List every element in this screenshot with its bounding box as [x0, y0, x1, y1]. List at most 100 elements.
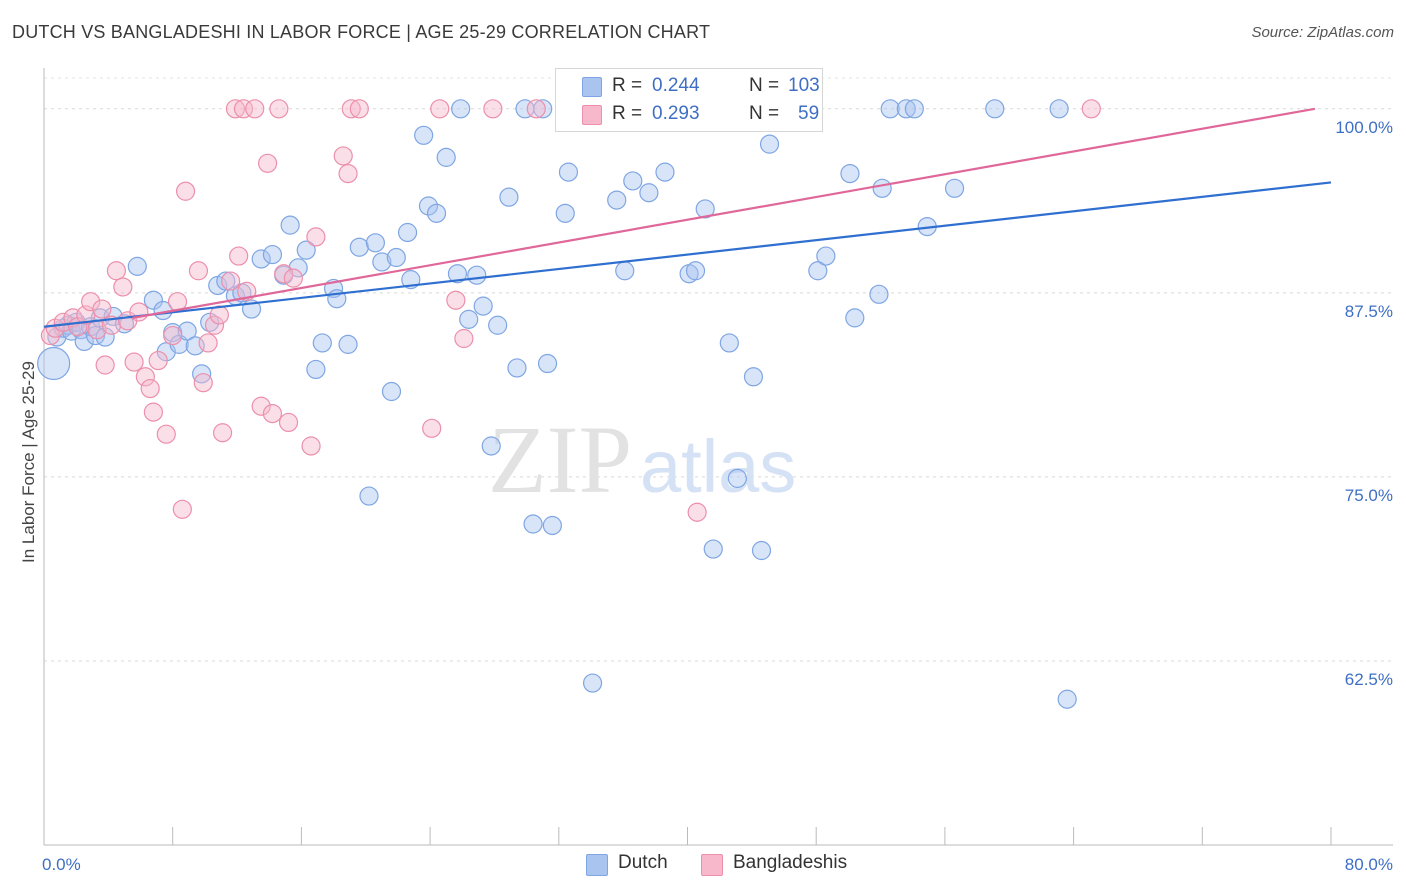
bangladeshi-point — [269, 99, 289, 119]
legend-r-value: 0.244 — [652, 75, 700, 96]
bangladeshi-point — [262, 403, 283, 424]
dutch-point — [426, 203, 447, 223]
dutch-swatch — [582, 77, 602, 97]
dutch-point — [481, 436, 501, 456]
dutch-point — [251, 249, 271, 269]
dutch-point — [312, 333, 332, 353]
bangladeshi-point — [172, 499, 192, 519]
dutch-point — [95, 327, 115, 347]
chart-title: DUTCH VS BANGLADESHI IN LABOR FORCE | AG… — [12, 22, 711, 42]
dutch-point — [904, 99, 924, 119]
dutch-point — [727, 468, 747, 488]
dutch-point — [296, 240, 316, 260]
bangladeshi-point — [422, 418, 442, 438]
bangladeshi-point — [258, 153, 278, 173]
legend-r-label: R = — [612, 75, 643, 96]
dutch-point — [840, 163, 860, 184]
dutch-trend-line — [43, 181, 1332, 328]
watermark-zip: ZIP — [488, 406, 632, 513]
bangladeshi-point — [245, 99, 265, 119]
bangladeshi-point — [251, 396, 271, 416]
legend-n-value: 103 — [788, 75, 820, 96]
bangladeshi-trend-line — [132, 107, 1316, 319]
legend-r-value: 0.293 — [652, 103, 700, 124]
dutch-point — [808, 261, 828, 281]
dutch-point — [542, 515, 562, 536]
dutch-point — [655, 162, 675, 182]
bangladeshi-point — [188, 261, 209, 281]
dutch-point — [467, 265, 487, 285]
bangladeshi-point — [148, 350, 168, 371]
dutch-point — [397, 222, 418, 243]
axes — [43, 68, 1393, 846]
bangladeshi-point — [454, 328, 474, 349]
bangladeshi-swatch — [582, 105, 602, 125]
dutch-point — [703, 539, 723, 559]
dutch-point — [872, 178, 892, 198]
dutch-point — [685, 261, 706, 281]
bangladeshi-point — [430, 99, 450, 119]
y-axis-label: In Labor Force | Age 25-29 — [19, 361, 38, 563]
dutch-point — [473, 296, 493, 316]
bangladeshi-point — [124, 352, 144, 372]
dutch-point — [447, 264, 468, 284]
dutch-point — [582, 673, 603, 693]
stats-legend: R = 0.244 N = 103 R = 0.293 N = 59 — [555, 68, 823, 132]
dutch-point — [414, 125, 434, 145]
dutch-point — [507, 358, 527, 378]
dutch-point — [288, 258, 308, 278]
y-tick-label: 87.5% — [1345, 302, 1393, 321]
dutch-point — [537, 353, 558, 374]
bangladeshi-point — [278, 412, 299, 433]
bangladeshi-point — [95, 355, 115, 375]
bangladeshi-point — [106, 261, 126, 281]
y-tick-label: 75.0% — [1345, 486, 1393, 505]
watermark-atlas: atlas — [640, 425, 796, 508]
bangladeshi-point — [140, 378, 160, 399]
bangladeshi-point — [175, 181, 196, 201]
bangladeshi-point — [349, 99, 369, 119]
dutch-point — [759, 134, 780, 154]
bangladeshi-point — [225, 99, 246, 119]
legend-n-label: N = — [749, 75, 780, 96]
bangladeshi-point — [233, 99, 254, 119]
dutch-point — [365, 233, 386, 253]
dutch-point — [372, 252, 392, 272]
dutch-point — [845, 308, 865, 328]
bangladeshi-legend-label: Bangladeshis — [733, 852, 848, 873]
x-tick-label: 0.0% — [42, 855, 81, 874]
bangladeshi-point — [274, 264, 294, 284]
dutch-point — [695, 199, 715, 219]
bangladeshi-point — [198, 333, 218, 353]
dutch-point — [743, 367, 764, 387]
bangladeshi-point — [446, 290, 466, 310]
dutch-point — [451, 99, 471, 119]
bangladeshi-point — [113, 277, 133, 297]
dutch-point — [499, 187, 519, 207]
dutch-point — [880, 99, 900, 119]
legend-r-label: R = — [612, 103, 643, 124]
bangladeshi-point — [53, 312, 73, 332]
dutch-point — [381, 381, 402, 402]
dutch-point — [127, 256, 147, 276]
trend-lines — [43, 107, 1332, 328]
legend-n-label: N = — [749, 103, 780, 124]
bangladeshi-point — [163, 325, 183, 346]
bangladeshi-point — [687, 502, 707, 522]
dutch-point — [262, 244, 283, 265]
dutch-point — [615, 261, 635, 281]
dutch-point — [555, 203, 575, 223]
bangladeshi-point — [1081, 99, 1101, 119]
bangladeshi-point — [229, 246, 249, 266]
bangladeshi-point — [333, 146, 353, 166]
dutch-point — [816, 246, 836, 266]
dutch-point — [418, 196, 439, 216]
dutch-point — [558, 162, 579, 182]
bangladeshi-point — [283, 268, 303, 288]
bangladeshi-point — [306, 227, 326, 247]
dutch-point — [359, 486, 379, 506]
dutch-point — [349, 237, 369, 257]
dutch-point — [985, 99, 1005, 119]
dutch-legend-swatch — [586, 854, 608, 876]
